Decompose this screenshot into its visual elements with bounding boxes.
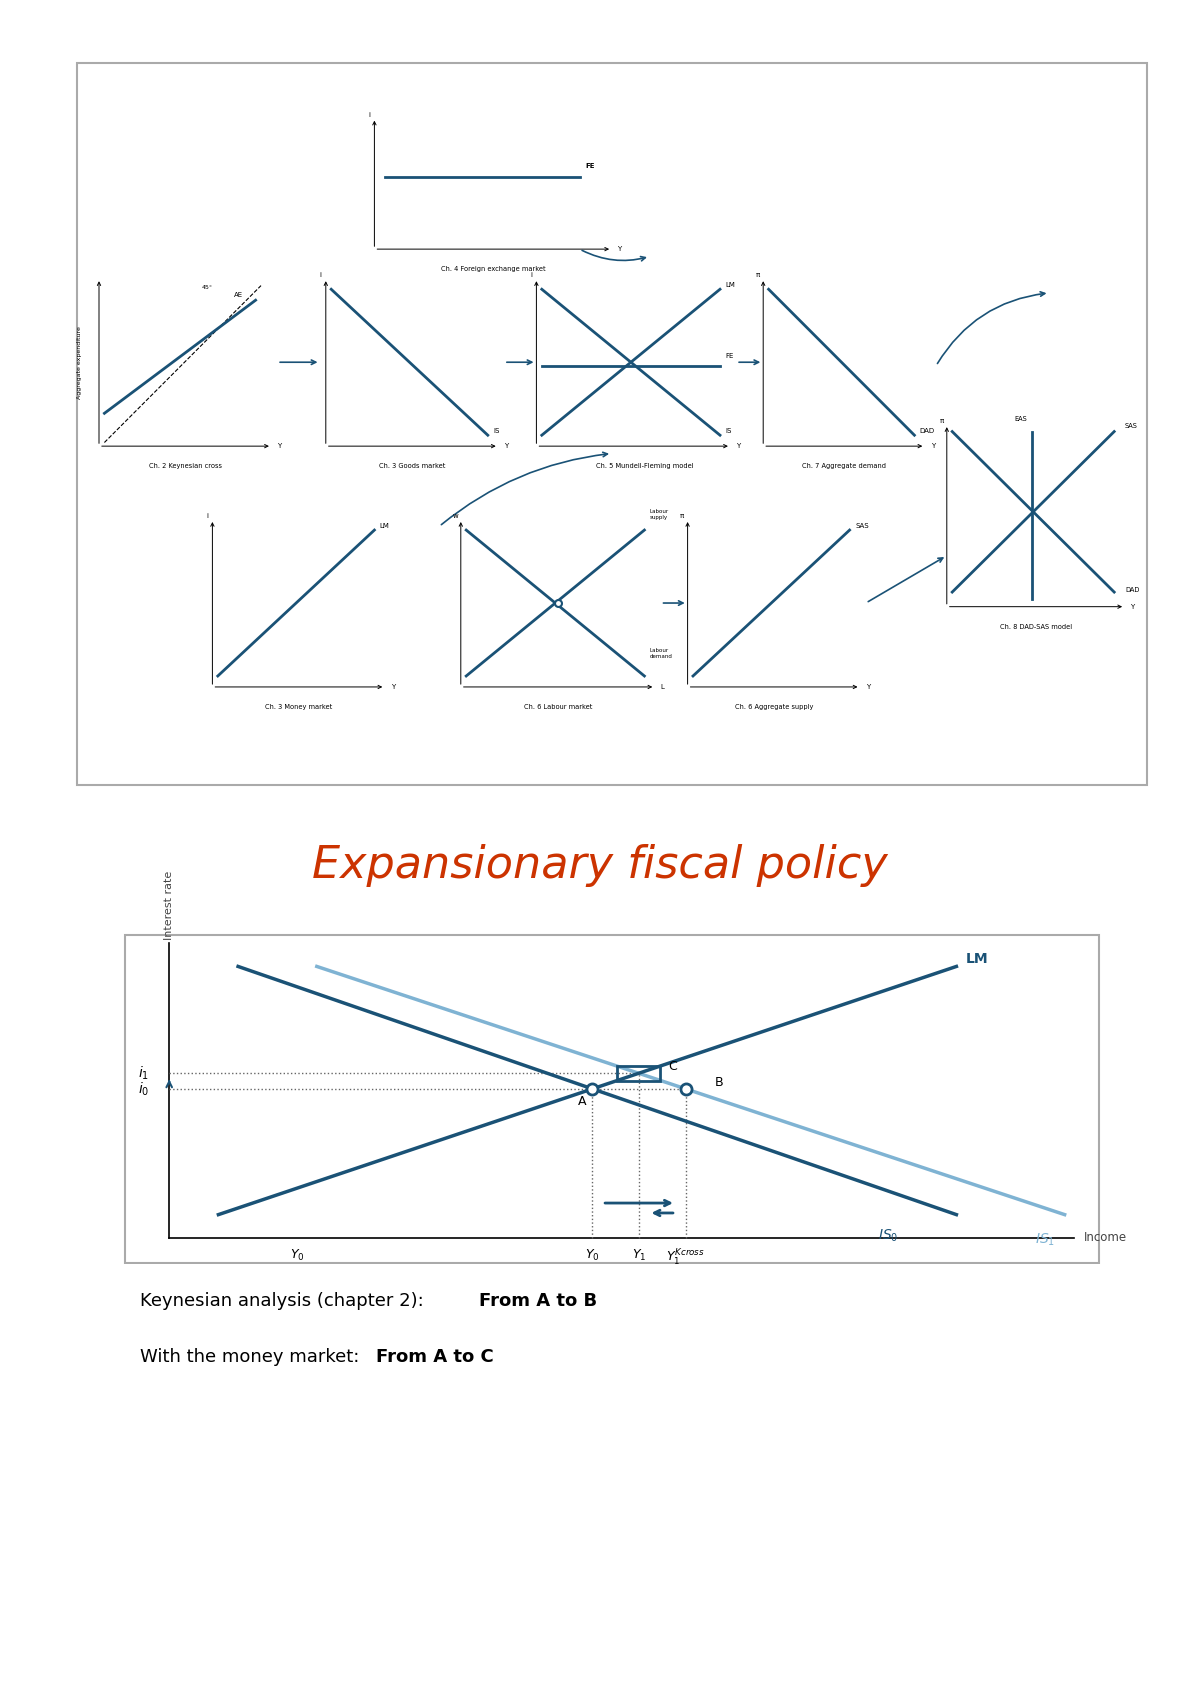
Text: B: B <box>715 1076 724 1088</box>
Text: EAS: EAS <box>1014 416 1027 421</box>
Text: Ch. 3 Goods market: Ch. 3 Goods market <box>379 463 445 468</box>
Text: $Y_1$: $Y_1$ <box>631 1247 646 1263</box>
Text: Y: Y <box>618 246 622 253</box>
Text: Y: Y <box>1130 604 1135 609</box>
Text: Y: Y <box>504 443 509 450</box>
Text: Ch. 3 Money market: Ch. 3 Money market <box>265 704 332 709</box>
Text: Ch. 6 Aggregate supply: Ch. 6 Aggregate supply <box>734 704 814 709</box>
Text: LM: LM <box>966 952 989 967</box>
Text: Aggregate expenditure: Aggregate expenditure <box>77 326 82 399</box>
Text: AE: AE <box>234 292 244 297</box>
Text: Ch. 4 Foreign exchange market: Ch. 4 Foreign exchange market <box>440 266 546 272</box>
Text: Labour
demand: Labour demand <box>650 648 673 658</box>
Text: DAD: DAD <box>1126 587 1139 592</box>
Text: From A to C: From A to C <box>376 1347 493 1366</box>
Text: Labour
supply: Labour supply <box>650 509 668 519</box>
Text: $Y_0$: $Y_0$ <box>586 1247 600 1263</box>
Text: 45°: 45° <box>202 285 212 290</box>
Text: FE: FE <box>725 353 733 360</box>
Bar <box>617 1066 660 1081</box>
Text: Y: Y <box>391 684 395 691</box>
Text: i: i <box>206 512 208 519</box>
Text: Interest rate: Interest rate <box>164 871 174 940</box>
Text: Expansionary fiscal policy: Expansionary fiscal policy <box>312 843 888 888</box>
Text: i: i <box>368 112 370 117</box>
Text: Ch. 5 Mundell-Fleming model: Ch. 5 Mundell-Fleming model <box>595 463 694 468</box>
Text: Income: Income <box>1085 1232 1128 1244</box>
Text: SAS: SAS <box>856 523 869 529</box>
Text: Ch. 8 DAD-SAS model: Ch. 8 DAD-SAS model <box>1000 623 1072 630</box>
Text: Y: Y <box>931 443 935 450</box>
Text: Ch. 2 Keynesian cross: Ch. 2 Keynesian cross <box>149 463 222 468</box>
Text: $i_1$: $i_1$ <box>138 1064 150 1083</box>
Text: w: w <box>452 512 458 519</box>
Text: $IS_0$: $IS_0$ <box>877 1229 898 1244</box>
Text: IS: IS <box>493 428 499 434</box>
Text: A: A <box>578 1095 587 1108</box>
Text: π: π <box>940 417 943 424</box>
Text: π: π <box>756 272 760 278</box>
Text: i: i <box>319 272 322 278</box>
Text: i: i <box>530 272 532 278</box>
Text: Keynesian analysis (chapter 2):: Keynesian analysis (chapter 2): <box>139 1291 430 1310</box>
Text: With the money market:: With the money market: <box>139 1347 365 1366</box>
Text: C: C <box>668 1061 677 1073</box>
Text: IS: IS <box>725 428 732 434</box>
Text: SAS: SAS <box>1126 423 1138 429</box>
Text: $Y_0$: $Y_0$ <box>290 1247 305 1263</box>
Text: Ch. 6 Labour market: Ch. 6 Labour market <box>524 704 592 709</box>
Text: Y: Y <box>866 684 870 691</box>
Text: Y: Y <box>736 443 740 450</box>
Text: From A to B: From A to B <box>479 1291 598 1310</box>
Text: LM: LM <box>380 523 390 529</box>
Text: Y: Y <box>277 443 282 450</box>
Text: Ch. 7 Aggregate demand: Ch. 7 Aggregate demand <box>803 463 886 468</box>
Text: L: L <box>661 684 665 691</box>
Text: $Y_1^{Kcross}$: $Y_1^{Kcross}$ <box>666 1247 706 1268</box>
Text: FE: FE <box>586 163 594 170</box>
Text: $i_0$: $i_0$ <box>138 1081 150 1098</box>
Text: π: π <box>680 512 684 519</box>
Text: LM: LM <box>725 282 736 288</box>
Text: DAD: DAD <box>920 428 935 434</box>
Text: $IS_1$: $IS_1$ <box>1036 1232 1055 1247</box>
